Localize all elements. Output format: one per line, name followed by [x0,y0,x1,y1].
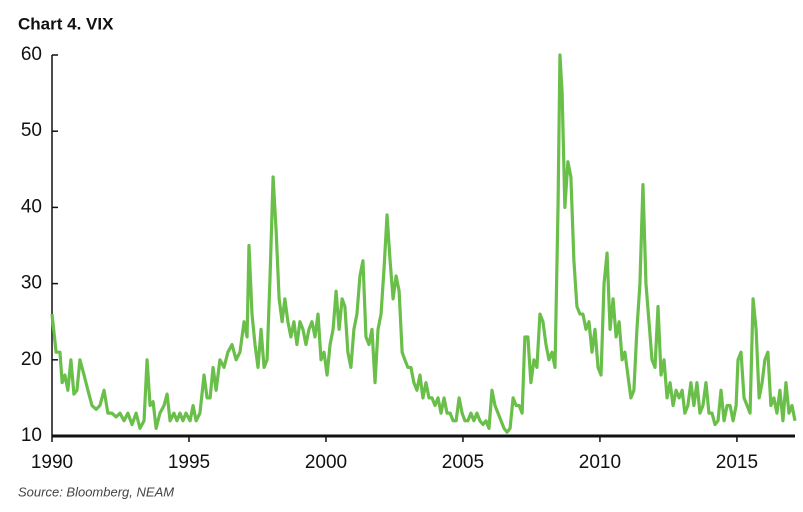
y-tick-label: 50 [21,120,42,141]
y-tick-label: 30 [21,273,42,294]
chart-title: Chart 4. VIX [18,14,114,33]
x-tick-label: 2000 [305,452,347,473]
source-note: Source: Bloomberg, NEAM [18,484,174,499]
x-tick-label: 2010 [579,452,621,473]
x-tick-label: 2015 [716,452,758,473]
x-tick-label: 1995 [168,452,210,473]
y-tick-label: 10 [21,425,42,446]
x-tick-label: 2005 [442,452,484,473]
y-tick-label: 20 [21,349,42,370]
y-tick-label: 40 [21,196,42,217]
x-tick-label: 1990 [31,452,73,473]
vix-line [50,53,797,434]
y-tick-label: 60 [21,44,42,65]
